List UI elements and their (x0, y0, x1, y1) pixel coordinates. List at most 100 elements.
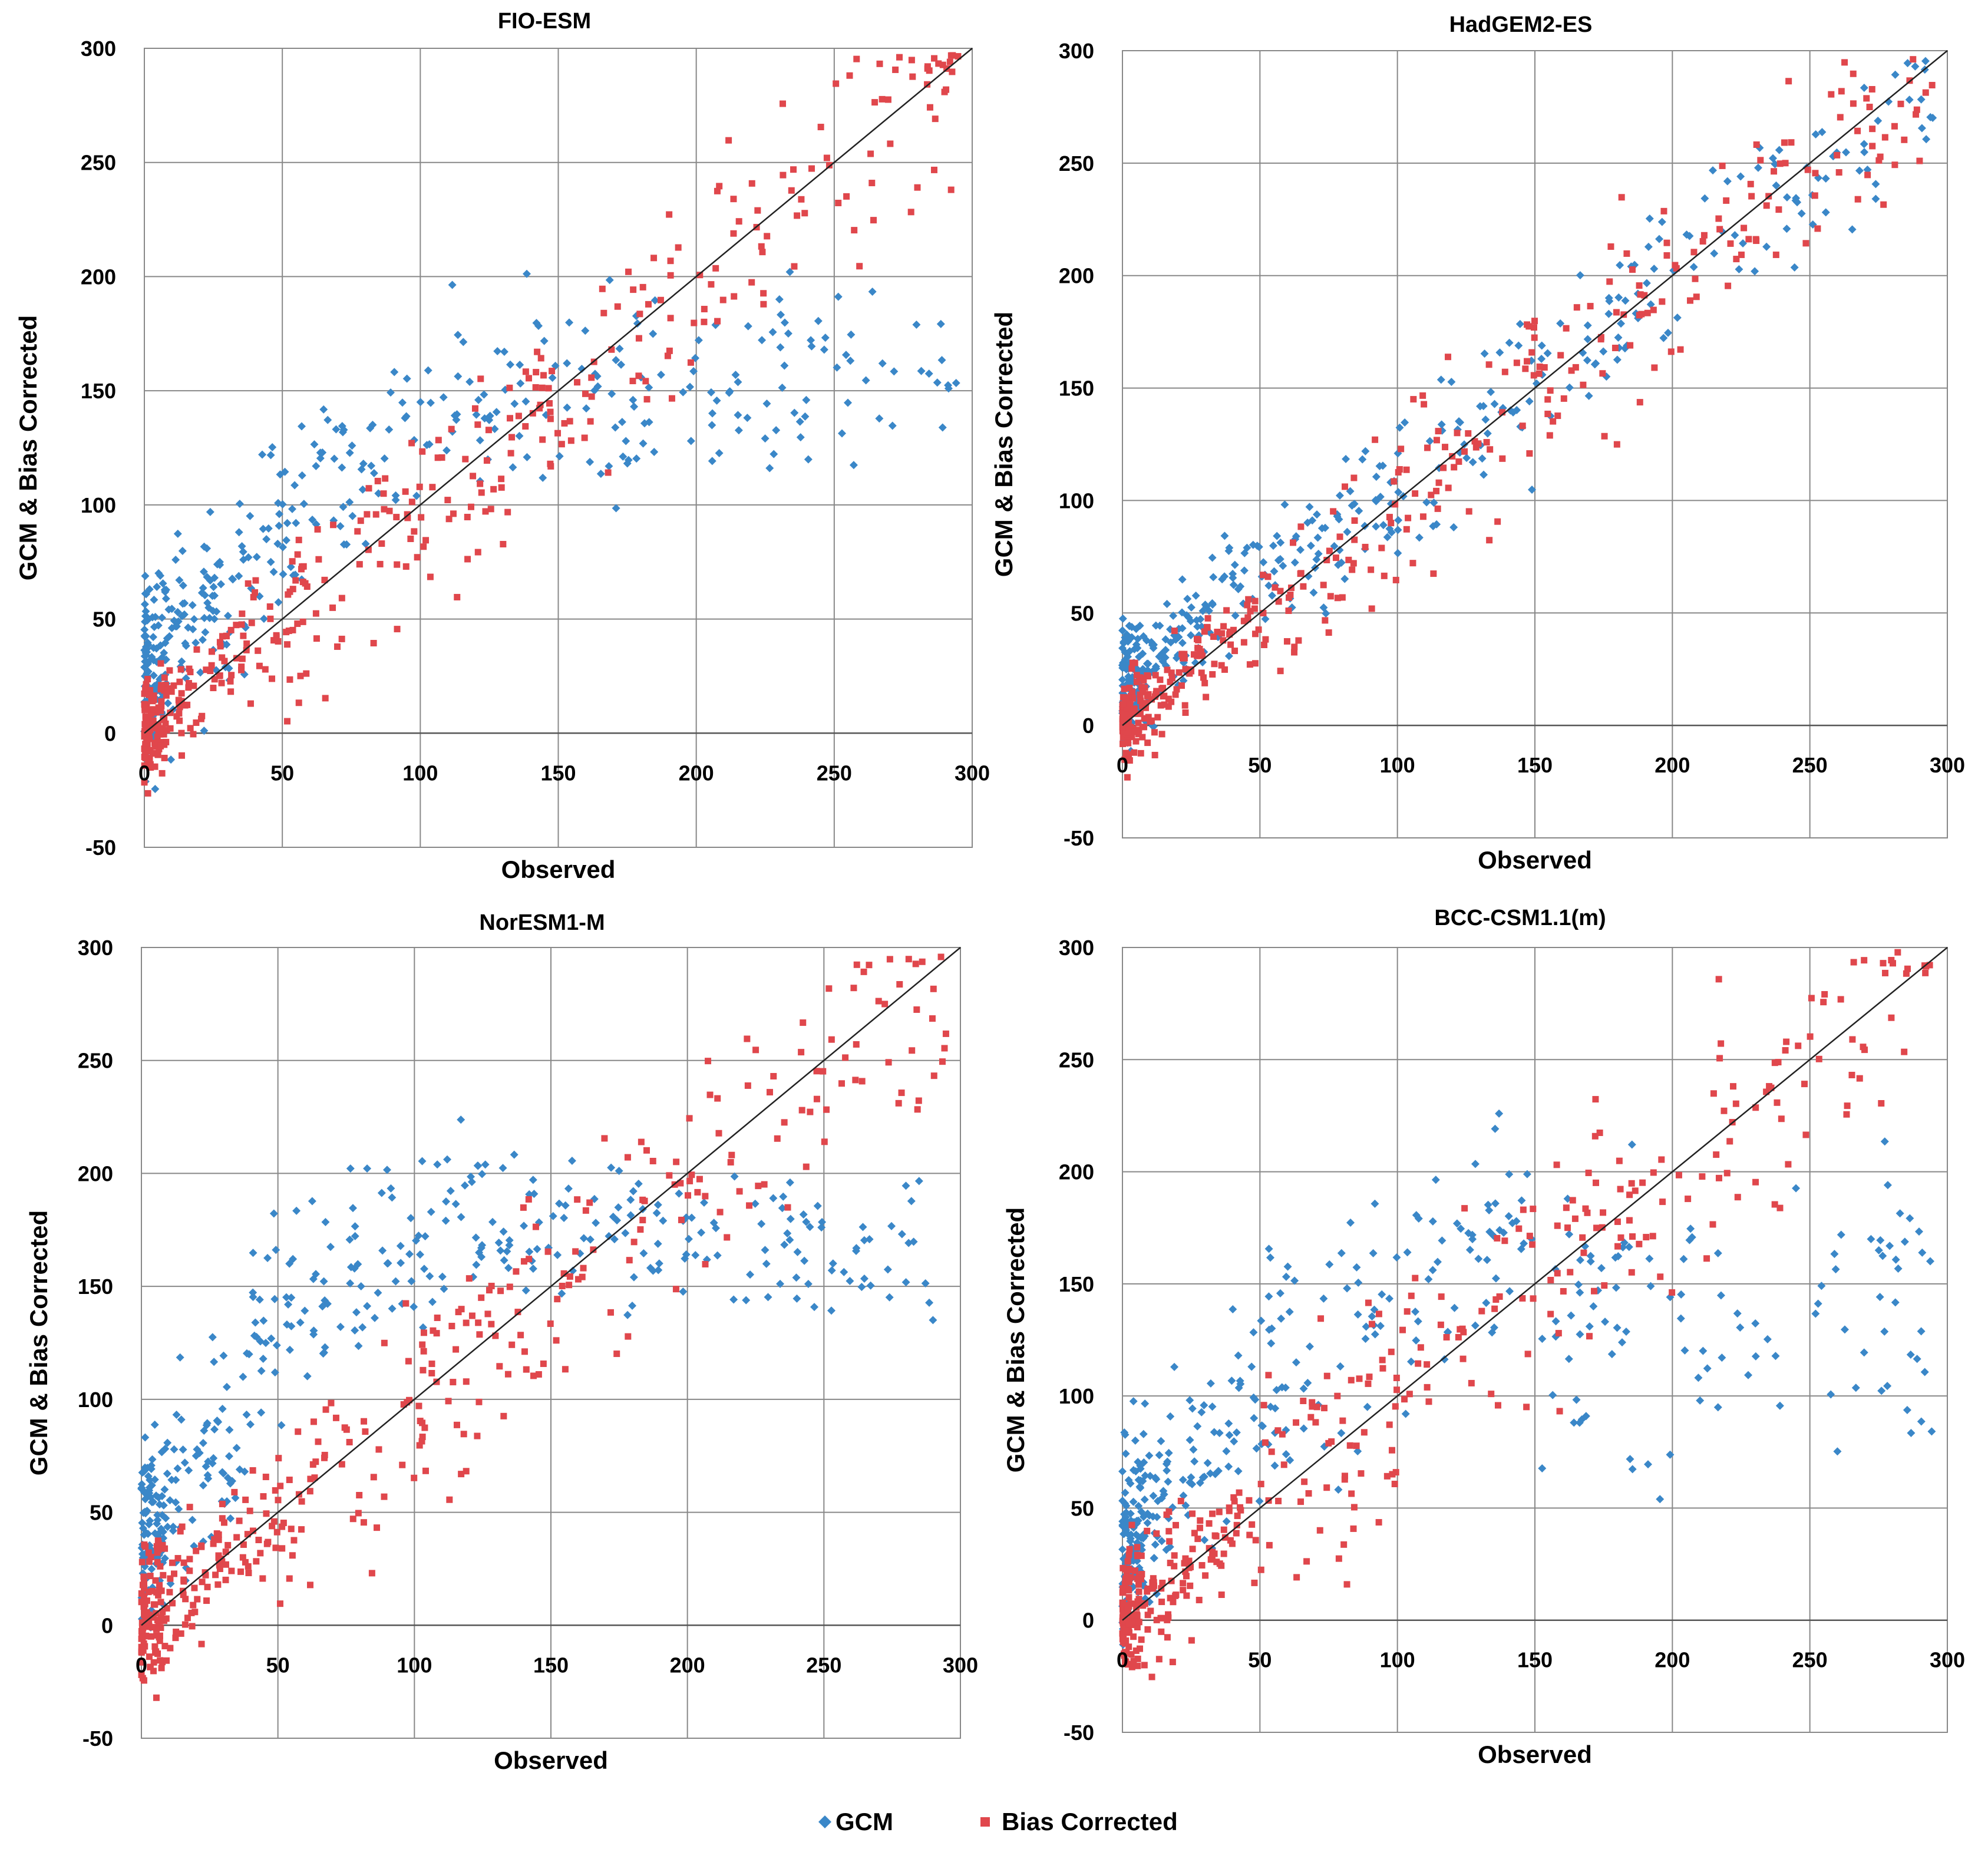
bias-corrected-point (1124, 774, 1131, 781)
gcm-point (488, 1217, 497, 1226)
gcm-point (520, 1221, 529, 1230)
gcm-point (708, 457, 716, 465)
bias-corrected-point (1203, 694, 1210, 701)
gcm-point (1183, 595, 1192, 603)
bias-corrected-point (1158, 1599, 1165, 1606)
bias-corrected-point (1392, 1403, 1399, 1410)
bias-corrected-point (486, 1287, 493, 1294)
bias-corrected-point (1889, 960, 1896, 967)
gcm-point (149, 633, 158, 642)
bias-corrected-point (1342, 483, 1349, 490)
gcm-point (1321, 523, 1330, 532)
gcm-point (746, 1270, 755, 1279)
gcm-point (1187, 631, 1196, 640)
gcm-point (1513, 405, 1521, 414)
bias-corrected-point (560, 1270, 567, 1277)
gcm-point (619, 452, 628, 461)
gcm-point (1121, 1450, 1130, 1458)
gcm-point (1257, 1316, 1266, 1325)
bias-corrected-point (219, 1500, 226, 1507)
bias-corrected-point (1501, 368, 1508, 375)
bias-corrected-point (1424, 1361, 1431, 1368)
bias-corrected-point (1669, 1289, 1676, 1296)
bias-corrected-point (696, 272, 704, 279)
bias-corrected-point (405, 1358, 412, 1365)
gcm-point (141, 1433, 150, 1442)
bias-corrected-point (1291, 643, 1298, 651)
gcm-point (474, 1161, 483, 1170)
bias-corrected-point (362, 1428, 369, 1435)
bias-corrected-point (302, 580, 309, 587)
gcm-point (1528, 485, 1537, 494)
x-axis-label: Observed (494, 1746, 608, 1774)
bias-corrected-point (1491, 1305, 1498, 1312)
gcm-point (1875, 1293, 1884, 1302)
bias-corrected-point (288, 1526, 295, 1533)
y-tick-label: 150 (81, 379, 116, 403)
gcm-point (285, 1345, 294, 1354)
gcm-point (345, 448, 354, 457)
gcm-point (1215, 1428, 1224, 1437)
bias-corrected-point (1154, 714, 1161, 721)
gcm-point (1157, 1494, 1166, 1503)
bias-corrected-point (159, 1541, 166, 1548)
gcm-point (1394, 488, 1403, 497)
gcm-point (387, 388, 395, 397)
bias-corrected-point (1246, 661, 1253, 668)
bias-corrected-point (1617, 1234, 1624, 1241)
gcm-point (634, 1179, 643, 1188)
gcm-point (428, 1297, 437, 1306)
bias-corrected-point (298, 1498, 305, 1505)
bias-corrected-point (1226, 1507, 1233, 1514)
bias-corrected-point (1641, 292, 1648, 299)
bias-corrected-point (605, 469, 612, 476)
bias-corrected-point (178, 690, 185, 697)
bias-corrected-point (590, 1246, 597, 1253)
bias-corrected-point (1547, 1310, 1554, 1318)
gcm-point (516, 379, 525, 388)
gcm-point (465, 378, 474, 387)
series-bias-corrected (1119, 56, 1936, 781)
bias-corrected-point (219, 1515, 226, 1522)
bias-corrected-point (1460, 1329, 1467, 1336)
bias-corrected-point (915, 1097, 922, 1104)
gcm-point (252, 553, 261, 562)
bias-corrected-point (1164, 1634, 1171, 1641)
bias-corrected-point (1137, 749, 1144, 757)
gcm-point (1231, 611, 1240, 620)
gcm-point (1129, 1497, 1138, 1506)
bias-corrected-point (748, 180, 755, 187)
bias-corrected-point (1365, 1380, 1372, 1387)
gcm-point (1543, 349, 1552, 358)
bias-corrected-point (1366, 1373, 1373, 1381)
bias-corrected-point (1280, 1461, 1287, 1468)
bias-corrected-point (190, 731, 197, 738)
bias-corrected-point (688, 1171, 695, 1178)
bias-corrected-point (522, 368, 529, 375)
gcm-point (500, 348, 508, 356)
bias-corrected-point (1727, 240, 1734, 247)
gcm-point (188, 600, 197, 609)
bias-corrected-point (1339, 594, 1346, 601)
gcm-point (510, 1150, 519, 1159)
bias-corrected-point (163, 1605, 170, 1612)
bias-corrected-point (1515, 1225, 1523, 1232)
bias-corrected-point (1125, 1567, 1132, 1574)
gcm-point (1371, 1199, 1379, 1208)
bias-corrected-point (1172, 1592, 1179, 1599)
bias-corrected-point (185, 680, 192, 687)
bias-corrected-point (1181, 1560, 1188, 1567)
bias-corrected-point (1600, 1209, 1607, 1216)
bias-corrected-point (1194, 645, 1201, 652)
gcm-point (645, 383, 653, 392)
bias-corrected-point (1753, 237, 1760, 245)
bias-corrected-point (328, 1399, 335, 1406)
bias-corrected-point (667, 272, 674, 279)
gcm-point (1196, 1478, 1204, 1487)
x-tick-label: 150 (540, 761, 576, 785)
bias-corrected-point (870, 217, 877, 224)
bias-corrected-point (508, 1341, 516, 1348)
gcm-point (1491, 1274, 1500, 1283)
bias-corrected-point (448, 425, 455, 432)
gcm-point (731, 371, 740, 379)
